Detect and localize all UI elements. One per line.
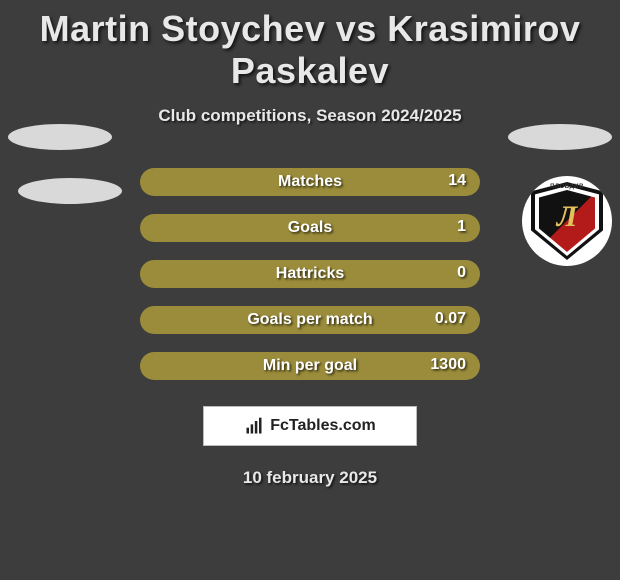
- subtitle: Club competitions, Season 2024/2025: [0, 106, 620, 126]
- date-line: 10 february 2025: [0, 468, 620, 488]
- stat-row: Matches 14: [0, 162, 620, 208]
- brand-box[interactable]: FcTables.com: [203, 406, 417, 446]
- stat-bar: Matches: [140, 168, 480, 196]
- right-player-badge-1: [508, 124, 612, 150]
- stat-row: Hattricks 0: [0, 254, 620, 300]
- brand-text: FcTables.com: [270, 417, 376, 435]
- shield-letter: Л: [531, 200, 603, 234]
- stat-label: Matches: [278, 173, 342, 191]
- stat-right-value: 1: [457, 218, 466, 236]
- left-player-badge-1: [8, 124, 112, 150]
- stat-right-value: 0: [457, 264, 466, 282]
- stat-bar: Min per goal: [140, 352, 480, 380]
- shield-top-text: ПЛОВДИВ: [531, 184, 603, 190]
- stat-bar: Goals: [140, 214, 480, 242]
- stat-right-value: 14: [448, 172, 466, 190]
- stat-row: Goals per match 0.07: [0, 300, 620, 346]
- page-title: Martin Stoychev vs Krasimirov Paskalev: [0, 0, 620, 92]
- stat-label: Hattricks: [276, 265, 344, 283]
- stat-right-value: 0.07: [435, 310, 466, 328]
- stat-bar: Hattricks: [140, 260, 480, 288]
- stats-container: Matches 14 Goals 1 Hattricks 0 Goals per…: [0, 162, 620, 392]
- stat-bar: Goals per match: [140, 306, 480, 334]
- stat-label: Goals: [288, 219, 332, 237]
- stat-right-value: 1300: [430, 356, 466, 374]
- barchart-icon: [244, 416, 264, 436]
- stat-label: Goals per match: [247, 311, 372, 329]
- stat-row: Goals 1: [0, 208, 620, 254]
- stat-row: Min per goal 1300: [0, 346, 620, 392]
- stat-label: Min per goal: [263, 357, 357, 375]
